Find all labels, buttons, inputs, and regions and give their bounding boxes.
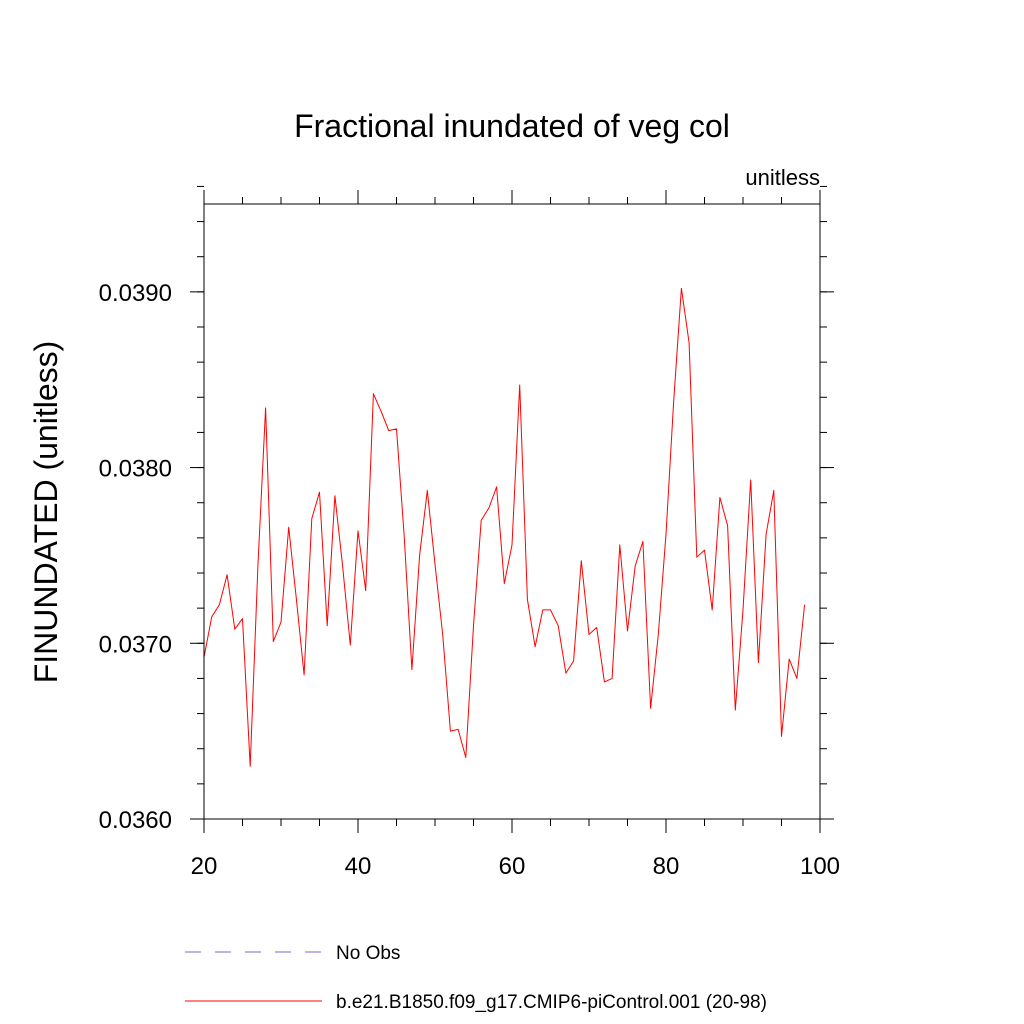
- legend: No Obs b.e21.B1850.f09_g17.CMIP6-piContro…: [185, 943, 767, 1013]
- plot-frame: [203, 203, 821, 820]
- x-tick-label: 60: [499, 853, 526, 880]
- x-tick-label: 20: [191, 853, 218, 880]
- series-layer: [203, 287, 806, 767]
- tick-labels: 20 40 60 80 100 0.0360 0.0370 0.0380 0.0390: [99, 280, 840, 880]
- y-tick-label: 0.0360: [99, 807, 172, 834]
- x-tick-label: 100: [800, 853, 840, 880]
- chart-title: Fractional inundated of veg col: [294, 108, 730, 144]
- major-ticks: [190, 190, 834, 833]
- legend-label: No Obs: [336, 943, 400, 964]
- y-tick-label: 0.0370: [99, 631, 172, 658]
- units-label: unitless: [745, 165, 820, 190]
- minor-ticks: [197, 185, 827, 826]
- x-tick-label: 40: [345, 853, 372, 880]
- y-tick-label: 0.0390: [99, 280, 172, 307]
- legend-label: b.e21.B1850.f09_g17.CMIP6-piControl.001 …: [336, 992, 767, 1013]
- series-line: [203, 287, 806, 767]
- x-tick-label: 80: [653, 853, 680, 880]
- y-axis-label: FINUNDATED (unitless): [28, 341, 64, 684]
- y-tick-label: 0.0380: [99, 456, 172, 483]
